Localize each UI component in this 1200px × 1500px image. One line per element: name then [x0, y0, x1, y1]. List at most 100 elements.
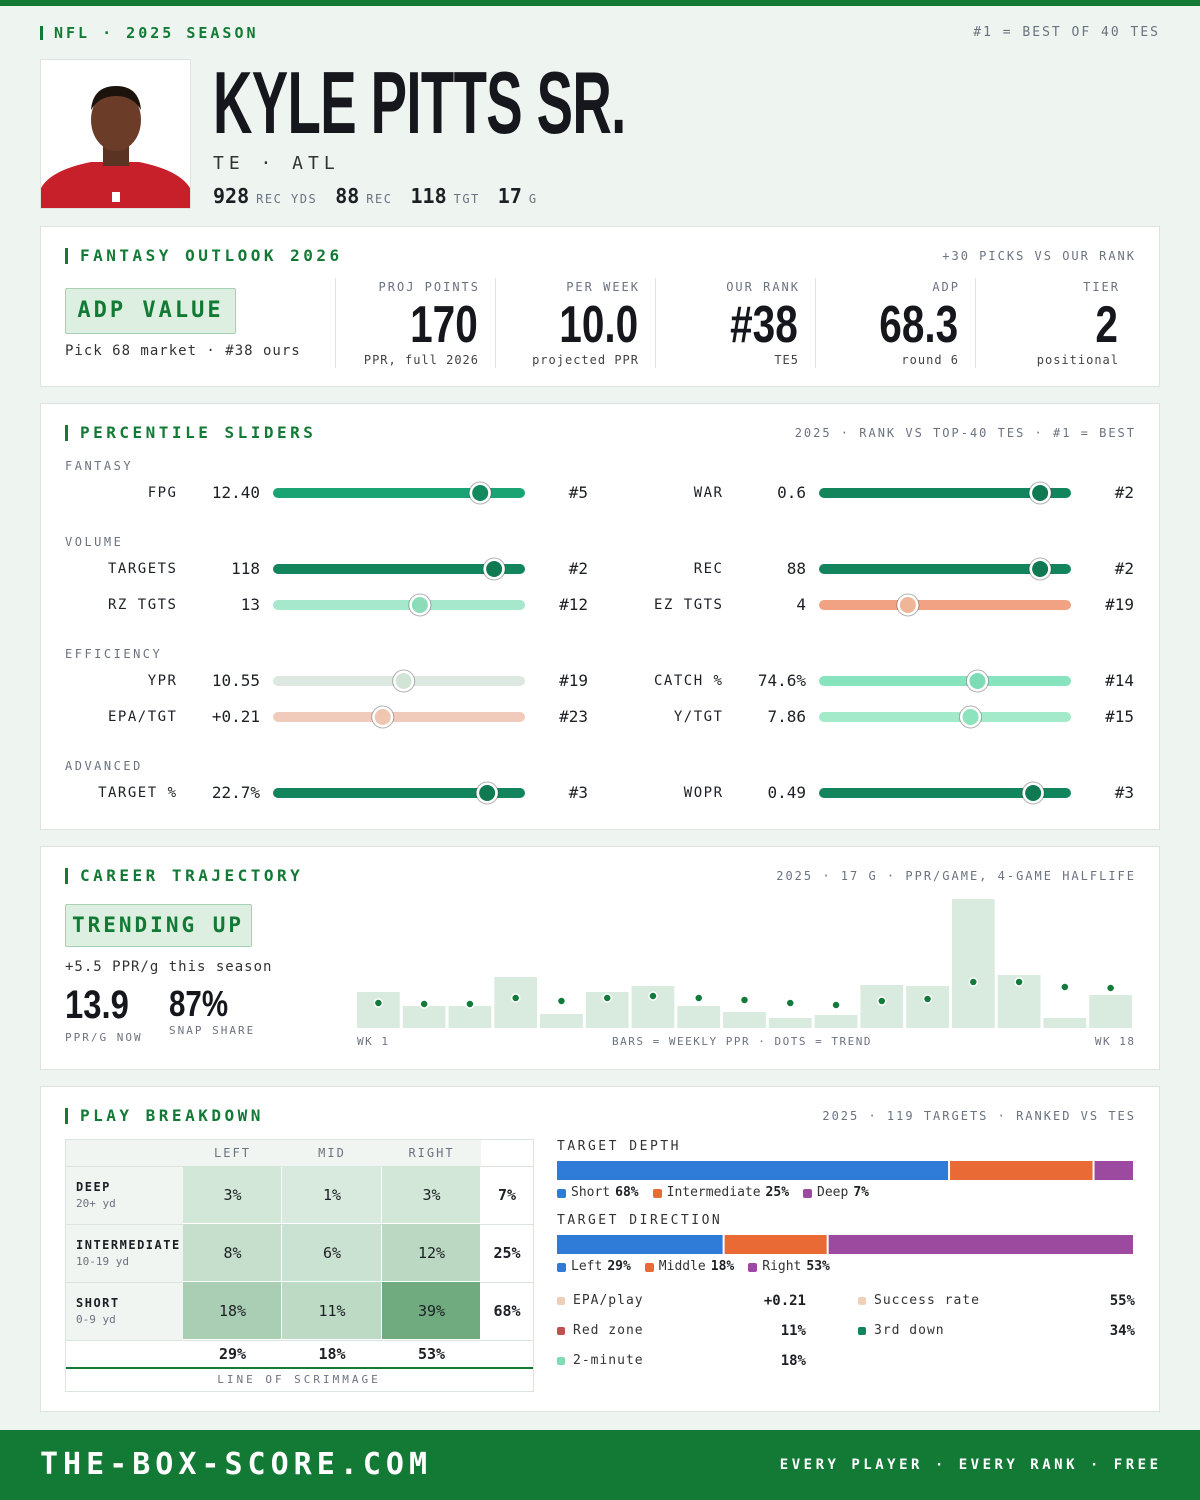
- stat-swatch: [557, 1297, 565, 1305]
- slider-knob: [1032, 561, 1049, 577]
- row-total: 25%: [493, 1243, 521, 1262]
- section-title: PERCENTILE SLIDERS: [80, 423, 317, 442]
- slider-knob: [395, 673, 412, 689]
- column-total: 18%: [318, 1344, 346, 1363]
- slider-value: 4: [796, 595, 806, 614]
- slider-knob: [472, 485, 489, 501]
- slider-knob: [1032, 485, 1049, 501]
- metric-value: #38: [730, 295, 798, 354]
- stat-item: 118 TGT: [410, 184, 479, 208]
- cell-label: 39%: [417, 1301, 446, 1320]
- legend-name: Right: [762, 1259, 802, 1274]
- weekly-bar: [814, 1015, 858, 1028]
- metric-label: PER WEEK: [566, 279, 640, 294]
- heat-cell: [183, 1282, 281, 1339]
- legend-value: 53%: [806, 1259, 830, 1274]
- metric-sub: TE5: [774, 352, 799, 367]
- slider-rank: #2: [568, 559, 588, 578]
- section-note: 2025 · 17 G · PPR/GAME, 4-GAME HALFLIFE: [776, 868, 1136, 883]
- slider-label: TARGETS: [107, 561, 178, 577]
- weekly-bar: [677, 1006, 721, 1028]
- slider-track: [819, 564, 1071, 574]
- slider-value: 88: [786, 559, 806, 578]
- stat-item: 17 G: [498, 184, 538, 208]
- trend-dot: [510, 993, 521, 1003]
- top-strip: [0, 0, 1200, 6]
- heat-cell: [183, 1166, 281, 1223]
- slider-rank: #2: [1114, 483, 1134, 502]
- slider-rank: #19: [559, 671, 588, 690]
- stat-value: 17: [497, 184, 522, 208]
- slider-rank: #23: [559, 707, 588, 726]
- trend-dot: [602, 993, 612, 1003]
- slider-value: 74.6%: [757, 671, 806, 690]
- week-label: WK 18: [1094, 1035, 1136, 1048]
- slider-value: 118: [231, 559, 260, 578]
- trend-delta: +5.5 PPR/g this season: [65, 959, 273, 975]
- slider-value: 22.7%: [211, 783, 260, 802]
- week-label: WK 1: [357, 1035, 390, 1048]
- slider-knob: [486, 561, 503, 577]
- section-note: 2025 · 119 TARGETS · RANKED VS TES: [822, 1108, 1136, 1123]
- stat-swatch: [557, 1357, 565, 1365]
- legend-swatch: [557, 1188, 566, 1198]
- bar-segment: [828, 1235, 1133, 1254]
- slider-label: FPG: [147, 485, 178, 501]
- trend-dot: [785, 998, 796, 1008]
- trend-dot: [419, 999, 429, 1009]
- slider-track: [819, 712, 1071, 722]
- slider-value: +0.21: [211, 707, 260, 726]
- slider-track: [273, 488, 525, 498]
- section-title: PLAY BREAKDOWN: [80, 1106, 264, 1125]
- weekly-bar: [906, 986, 949, 1028]
- accent-bar: [65, 1108, 68, 1124]
- trend-dot: [831, 1000, 841, 1010]
- accent-bar: [40, 26, 43, 40]
- stat-name: EPA/play: [573, 1293, 644, 1308]
- metric-value: 10.0: [559, 295, 638, 354]
- heat-cell: [382, 1224, 480, 1281]
- accent-bar: [65, 425, 68, 441]
- metric-sub: PPR, full 2026: [363, 352, 479, 367]
- cell-label: 8%: [223, 1243, 242, 1262]
- stat-value: 88: [335, 184, 360, 208]
- trend-dot: [373, 998, 384, 1008]
- cell-label: 1%: [322, 1185, 342, 1204]
- metric-sub: round 6: [901, 352, 959, 367]
- slider-label: EPA/TGT: [107, 709, 178, 725]
- bar-legend: Short 68% Intermediate 25% Deep 7%: [557, 1185, 869, 1201]
- cell-label: 11%: [318, 1301, 346, 1320]
- bar-legend: Left 29% Middle 18% Right 53%: [557, 1259, 830, 1275]
- legend-item: Middle 18%: [644, 1259, 735, 1275]
- stat-name: Red zone: [573, 1323, 644, 1338]
- scrimmage-line: [66, 1367, 533, 1369]
- stat-name: 2-minute: [573, 1353, 644, 1368]
- stat-value: 118: [410, 184, 447, 208]
- snap-label: SNAP SHARE: [169, 1024, 256, 1037]
- column-header: MID: [318, 1145, 346, 1160]
- snap-value: 87%: [169, 982, 229, 1024]
- row-name: SHORT: [76, 1295, 120, 1310]
- cell-label: 3%: [422, 1185, 441, 1204]
- row-range: 10-19 yd: [76, 1255, 129, 1268]
- trend-badge: TRENDING UP: [71, 913, 245, 937]
- bar-title: TARGET DIRECTION: [557, 1213, 723, 1228]
- metric-divider: [975, 278, 976, 368]
- player-name: KYLE PITTS SR.: [213, 53, 626, 152]
- stat-name: 3rd down: [874, 1323, 945, 1338]
- weekly-bar: [357, 992, 400, 1028]
- weekly-bar: [723, 1012, 766, 1028]
- site-name: THE-BOX-SCORE.COM: [40, 1447, 433, 1482]
- slider-value: 0.6: [777, 483, 806, 502]
- legend-value: 29%: [607, 1259, 631, 1274]
- stat-swatch: [858, 1327, 866, 1335]
- column-header: LEFT: [214, 1145, 251, 1160]
- slider-group-label: VOLUME: [65, 534, 124, 549]
- legend-value: 18%: [710, 1259, 735, 1274]
- badge-note: Pick 68 market · #38 ours: [65, 343, 301, 359]
- heat-cell: [382, 1282, 480, 1339]
- slider-group-label: FANTASY: [65, 458, 134, 473]
- metric-sub: projected PPR: [532, 352, 639, 367]
- weekly-bar: [1043, 1018, 1087, 1028]
